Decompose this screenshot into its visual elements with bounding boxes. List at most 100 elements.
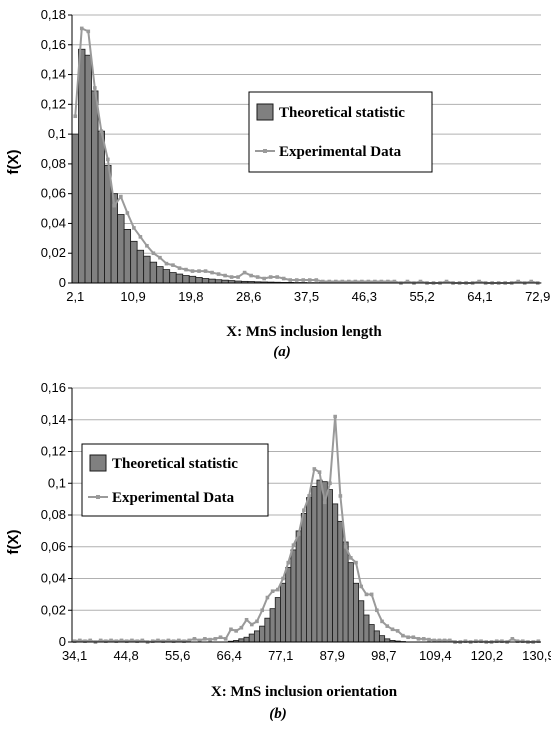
chart-b-bar — [254, 631, 259, 642]
chart-b-x-tick-label: 130,9 — [522, 648, 551, 663]
chart-a-y-tick-label: 0,16 — [41, 37, 66, 52]
chart-a-bar — [131, 241, 138, 283]
chart-a-experimental-point — [126, 211, 130, 215]
chart-b-experimental-point — [323, 501, 327, 505]
chart-b-experimental-point — [359, 585, 363, 589]
chart-a-bar — [137, 250, 144, 283]
chart-b-bar — [307, 498, 312, 642]
chart-b-y-tick-label: 0,1 — [48, 475, 66, 490]
chart-b-legend-bar-swatch — [90, 455, 106, 471]
chart-a-y-tick-label: 0,06 — [41, 186, 66, 201]
chart-a-experimental-point — [295, 278, 299, 282]
chart-b-y-tick-label: 0,06 — [41, 539, 66, 554]
chart-a-bar — [98, 131, 105, 283]
chart-a-experimental-point — [275, 275, 279, 279]
chart-a-experimental-point — [282, 277, 286, 281]
chart-b-experimental-point — [318, 470, 322, 474]
chart-b-experimental-point — [417, 637, 421, 641]
chart-b-bar — [359, 601, 364, 642]
chart-b-experimental-point — [276, 588, 280, 592]
chart-a-y-axis-label: f(X) — [5, 150, 22, 175]
chart-b-legend-line-marker — [96, 495, 100, 499]
chart-b-bar — [301, 513, 306, 642]
chart-b-experimental-point — [375, 608, 379, 612]
chart-a-bar — [209, 279, 216, 283]
chart-a-y-tick-label: 0,18 — [41, 7, 66, 22]
chart-b-experimental-point — [271, 589, 275, 593]
chart-a-experimental-point — [100, 129, 104, 133]
chart-a-bar — [196, 277, 203, 283]
chart-b-bar — [244, 637, 249, 642]
chart-b-y-tick-label: 0 — [59, 634, 66, 649]
chart-b-experimental-point — [250, 623, 254, 627]
chart-a-x-tick-label: 10,9 — [120, 289, 145, 304]
chart-a-bar — [176, 274, 183, 283]
chart-b-experimental-point — [344, 545, 348, 549]
chart-b-experimental-point — [406, 635, 410, 639]
chart-b-experimental-point — [266, 596, 270, 600]
chart-a-x-tick-label: 55,2 — [409, 289, 434, 304]
chart-b-bar — [286, 567, 291, 642]
chart-b-bar — [374, 631, 379, 642]
chart-b-experimental-point — [333, 415, 337, 419]
chart-b-experimental-point — [240, 626, 244, 630]
chart-a-experimental-point — [184, 268, 188, 272]
chart-b-experimental-point — [365, 593, 369, 597]
chart-a-experimental-point — [249, 274, 253, 278]
chart-b-y-tick-label: 0,14 — [41, 412, 66, 427]
chart-b-bar — [260, 626, 265, 642]
chart-a-x-tick-label: 28,6 — [236, 289, 261, 304]
chart-a-experimental-point — [191, 269, 195, 273]
chart-b-experimental-point — [302, 508, 306, 512]
chart-a-experimental-point — [152, 251, 156, 255]
chart-a-experimental-point — [217, 272, 221, 276]
chart-a-experimental-point — [314, 278, 318, 282]
chart-b-experimental-point — [208, 638, 212, 642]
chart-b-experimental-point — [214, 637, 218, 641]
chart-a-y-tick-label: 0,14 — [41, 67, 66, 82]
chart-b-experimental-point — [313, 467, 317, 471]
chart-b-experimental-point — [219, 635, 223, 639]
chart-b-experimental-point — [229, 628, 233, 632]
chart-a-experimental-point — [308, 278, 312, 282]
chart-b-caption: (b) — [269, 706, 287, 722]
chart-b-x-tick-label: 55,6 — [165, 648, 190, 663]
chart-a-experimental-point — [80, 27, 84, 31]
chart-a-experimental-point — [197, 269, 201, 273]
chart-b-bar — [338, 521, 343, 642]
chart-a-experimental-point — [165, 262, 169, 266]
chart-a-experimental-point — [158, 256, 162, 260]
chart-b-experimental-point — [224, 637, 228, 641]
chart-a-experimental-point — [132, 226, 136, 230]
chart-a-bar — [105, 165, 112, 283]
chart-a-x-tick-label: 46,3 — [352, 289, 377, 304]
chart-a-bar — [124, 229, 131, 283]
chart-a-experimental-point — [178, 266, 182, 270]
chart-b-x-tick-label: 120,2 — [471, 648, 504, 663]
chart-b-bar — [249, 634, 254, 642]
chart-a-bar — [118, 215, 125, 283]
chart-a-experimental-point — [288, 278, 292, 282]
chart-a-experimental-point — [171, 263, 175, 267]
chart-b-experimental-point — [339, 494, 343, 498]
chart-a-experimental-point — [256, 275, 260, 279]
chart-a-bar — [150, 262, 157, 283]
chart-a-experimental-point — [93, 86, 97, 90]
chart-a-experimental-point — [230, 275, 234, 279]
chart-b-bar — [270, 609, 275, 642]
chart-b-experimental-point — [511, 637, 515, 641]
chart-a-bar — [85, 55, 92, 283]
chart-b-x-tick-label: 109,4 — [419, 648, 452, 663]
chart-b-bar — [364, 615, 369, 642]
chart-a-x-axis-label: X: MnS inclusion length — [226, 324, 382, 340]
chart-b-x-tick-label: 77,1 — [268, 648, 293, 663]
chart-a-legend-label-experimental: Experimental Data — [279, 144, 402, 160]
chart-b-experimental-point — [245, 618, 249, 622]
chart-b-bar — [280, 583, 285, 642]
chart-b-bar — [296, 531, 301, 642]
chart-b-bar — [312, 486, 317, 642]
chart-a-experimental-point — [223, 274, 227, 278]
chart-b-x-tick-label: 34,1 — [62, 648, 87, 663]
